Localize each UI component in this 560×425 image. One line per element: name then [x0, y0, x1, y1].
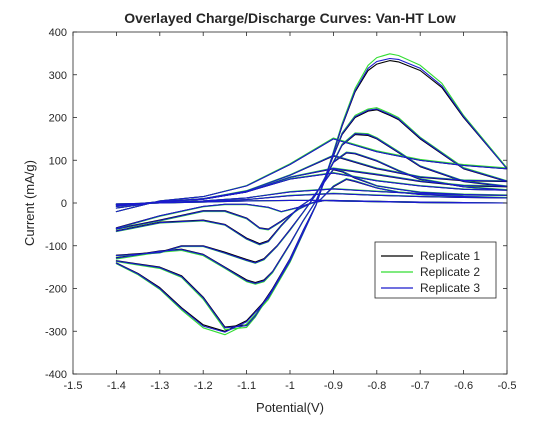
x-tick-label: -0.9 — [324, 380, 343, 392]
x-tick-label: -0.8 — [367, 380, 386, 392]
y-axis-ticks: -400 -300 -200 -100 0 100 200 300 400 — [45, 27, 507, 381]
y-tick-label: 200 — [49, 113, 67, 125]
legend: Replicate 1 Replicate 2 Replicate 3 — [374, 241, 497, 299]
series-3-cycle-1-line — [115, 199, 508, 229]
series-3-cycle-2-line — [115, 178, 508, 231]
y-tick-label: 300 — [49, 70, 67, 82]
legend-box — [374, 241, 497, 299]
x-tick-label: -1.5 — [64, 380, 83, 392]
y-tick-label: -200 — [45, 284, 67, 296]
x-tick-label: -0.7 — [411, 380, 430, 392]
x-axis-ticks: -1.5 -1.4 -1.3 -1.2 -1.1 -1 -0.9 -0.8 -0.7 -0.6 -0… — [64, 32, 517, 392]
x-tick-label: -1.3 — [150, 380, 169, 392]
y-tick-label: -100 — [45, 241, 67, 253]
x-tick-label: -1.1 — [237, 380, 256, 392]
y-axis-label: Current (mA/g) — [22, 160, 37, 246]
y-tick-label: -300 — [45, 326, 67, 338]
legend-label-1: Replicate 1 — [420, 249, 480, 263]
chart-title: Overlayed Charge/Discharge Curves: Van-H… — [124, 10, 456, 26]
x-tick-label: -0.6 — [454, 380, 473, 392]
y-tick-label: 0 — [61, 198, 67, 210]
series-2-cycle-7-line — [115, 53, 508, 336]
y-tick-label: 100 — [49, 155, 67, 167]
legend-label-3: Replicate 3 — [420, 281, 480, 295]
series-3-cycle-7-line — [115, 57, 508, 333]
x-axis-label: Potential(V) — [256, 400, 324, 415]
legend-label-2: Replicate 2 — [420, 265, 480, 279]
series-3-cycle-6-line — [115, 108, 508, 329]
series-3-group — [115, 57, 508, 333]
y-tick-label: 400 — [49, 27, 67, 39]
series-layer — [115, 53, 508, 336]
series-3-cycle-3-line — [115, 168, 508, 246]
x-tick-label: -0.5 — [498, 380, 517, 392]
series-3-cycle-5-line — [115, 133, 508, 284]
x-tick-label: -1.2 — [194, 380, 213, 392]
x-tick-label: -1.4 — [107, 380, 126, 392]
y-tick-label: -400 — [45, 369, 67, 381]
plot-area: -1.5 -1.4 -1.3 -1.2 -1.1 -1 -0.9 -0.8 -0.7 -0.6 -0… — [45, 27, 517, 392]
x-tick-label: -1 — [285, 380, 295, 392]
